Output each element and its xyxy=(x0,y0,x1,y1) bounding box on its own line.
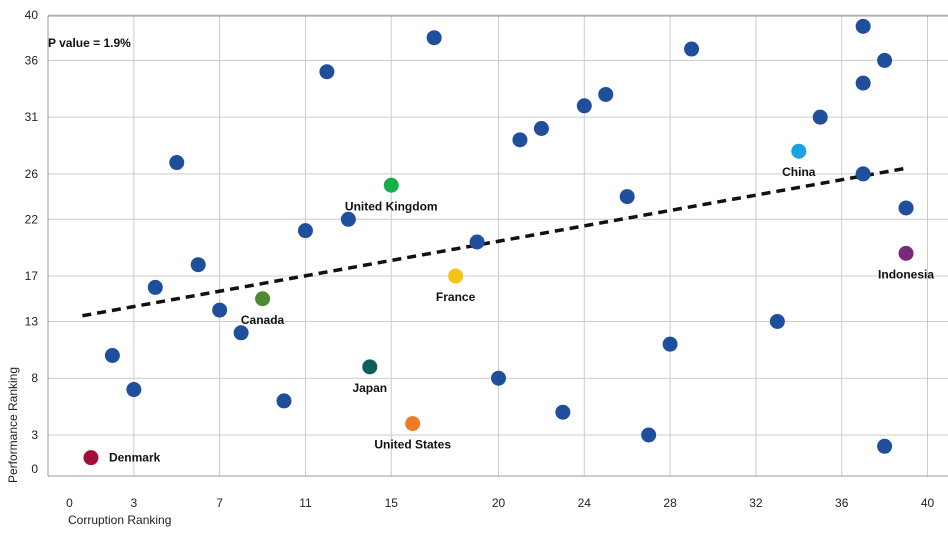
point-united-states xyxy=(405,416,421,432)
data-point xyxy=(469,234,485,250)
y-tick-label: 3 xyxy=(31,428,38,442)
data-point xyxy=(662,336,678,352)
label-united-kingdom: United Kingdom xyxy=(345,199,438,213)
data-point xyxy=(319,64,335,80)
data-point xyxy=(576,98,592,114)
y-tick-label: 22 xyxy=(25,212,39,226)
data-point xyxy=(877,438,893,454)
data-point xyxy=(297,223,313,239)
label-france: France xyxy=(436,290,476,304)
data-point xyxy=(512,132,528,148)
label-united-states: United States xyxy=(374,438,451,452)
x-tick-label: 15 xyxy=(385,496,399,510)
trendline-layer xyxy=(82,166,907,318)
data-point xyxy=(598,86,614,102)
y-tick-label: 17 xyxy=(25,269,39,283)
data-point xyxy=(340,211,356,227)
data-point xyxy=(812,109,828,125)
trendline xyxy=(82,166,907,318)
y-tick-label: 26 xyxy=(25,167,39,181)
data-point xyxy=(684,41,700,57)
x-axis-title: Corruption Ranking xyxy=(68,513,171,527)
point-indonesia xyxy=(898,245,914,261)
data-point xyxy=(104,348,120,363)
point-labels-layer: Denmark Canada Japan United Kingdom United S… xyxy=(109,165,934,464)
label-indonesia: Indonesia xyxy=(878,267,934,281)
y-axis-title: Performance Ranking xyxy=(6,367,20,483)
data-point xyxy=(855,75,871,91)
y-tick-label: 13 xyxy=(25,314,39,328)
data-point xyxy=(426,30,442,46)
y-tick-label: 40 xyxy=(25,8,39,22)
y-tick-label: 31 xyxy=(25,110,39,124)
data-point xyxy=(533,121,549,136)
point-canada xyxy=(255,291,271,307)
point-denmark xyxy=(83,450,99,466)
data-point xyxy=(855,166,871,182)
x-tick-label: 32 xyxy=(749,496,763,510)
data-point xyxy=(555,404,571,420)
x-tick-label: 7 xyxy=(216,496,223,510)
data-point xyxy=(769,313,785,329)
y-tick-label: 8 xyxy=(31,371,38,385)
point-united-kingdom xyxy=(383,177,399,193)
x-tick-label: 36 xyxy=(835,496,849,510)
label-china: China xyxy=(782,165,816,179)
data-point xyxy=(126,382,142,398)
p-value-annotation: P value = 1.9% xyxy=(48,36,131,50)
data-point xyxy=(898,200,914,216)
axes: 0 3 7 11 15 20 24 28 32 36 40 0 3 8 13 17 22 26 31 36 40 xyxy=(25,8,948,510)
points-layer xyxy=(83,18,914,466)
point-france xyxy=(448,268,464,284)
data-point xyxy=(276,393,292,409)
y-tick-label: 0 xyxy=(31,462,38,476)
data-point xyxy=(233,325,249,341)
label-denmark: Denmark xyxy=(109,451,161,465)
data-point xyxy=(877,52,893,68)
label-canada: Canada xyxy=(241,313,285,327)
data-point xyxy=(491,370,506,386)
x-tick-label: 40 xyxy=(921,496,935,510)
x-tick-label: 28 xyxy=(663,496,677,510)
data-point xyxy=(212,302,228,318)
label-japan: Japan xyxy=(352,381,387,395)
x-tick-label: 0 xyxy=(66,496,73,510)
data-point xyxy=(641,427,657,443)
x-tick-label: 24 xyxy=(578,496,592,510)
y-tick-label: 36 xyxy=(25,53,39,67)
data-point xyxy=(169,155,185,171)
x-tick-label: 3 xyxy=(131,496,138,510)
x-tick-label: 20 xyxy=(492,496,506,510)
point-china xyxy=(791,143,807,159)
data-point xyxy=(147,279,163,295)
x-tick-label: 11 xyxy=(299,496,312,510)
gridlines xyxy=(48,14,948,476)
data-point xyxy=(190,257,206,273)
point-japan xyxy=(362,359,378,375)
data-point xyxy=(619,189,635,205)
data-point xyxy=(855,18,871,34)
